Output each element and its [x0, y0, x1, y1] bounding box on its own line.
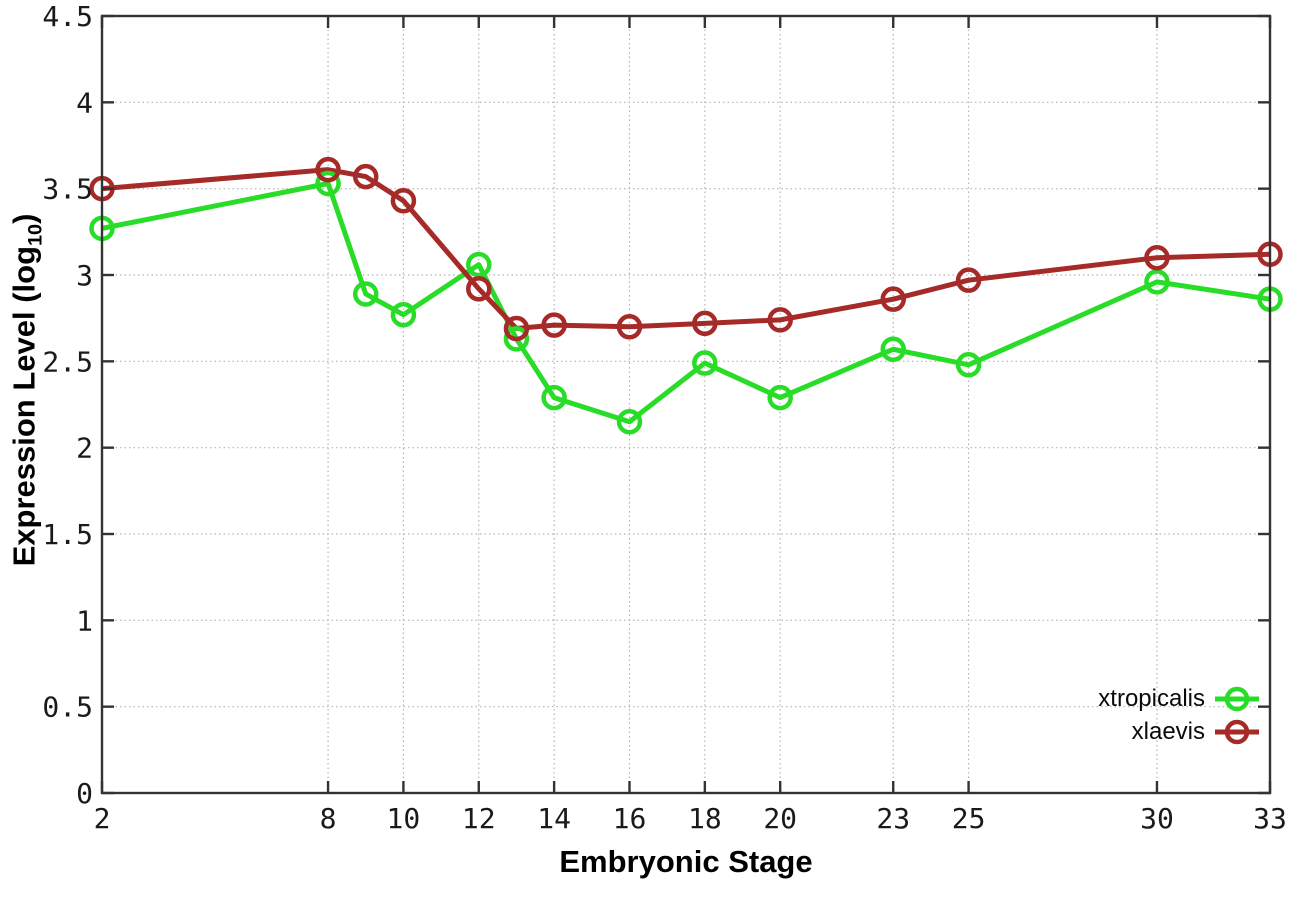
legend-item-xtropicalis: xtropicalis — [1098, 684, 1260, 714]
data-point-marker — [1144, 244, 1170, 271]
y-axis-title-close: ) — [6, 213, 42, 224]
data-point-marker — [315, 156, 341, 183]
y-tick-label: 2.5 — [42, 345, 93, 378]
x-tick-label: 14 — [537, 802, 571, 835]
data-point-marker — [616, 314, 643, 340]
data-point-marker — [616, 409, 643, 435]
x-tick-label: 25 — [952, 802, 986, 835]
y-tick-label: 0 — [76, 777, 93, 810]
tick-labels: 2 8 10 12 14 16 18 20 23 25 30 33 0 0.5 1 1.5 2 2.5 3 3.5 4 4… — [42, 0, 1286, 835]
x-axis-title: Embryonic Stage — [559, 844, 813, 879]
series-line-xtropicalis — [101, 180, 1271, 425]
data-point-marker — [1144, 269, 1170, 295]
y-axis-title-subscript: 10 — [24, 223, 47, 246]
legend-label: xtropicalis — [1098, 685, 1205, 712]
series-xtropicalis — [101, 180, 1271, 425]
data-point-marker — [955, 267, 982, 293]
y-tick-label: 1 — [76, 604, 93, 637]
x-tick-label: 23 — [876, 802, 910, 835]
data-point-marker — [503, 315, 530, 342]
legend-item-xlaevis: xlaevis — [1098, 717, 1260, 747]
x-tick-label: 16 — [613, 802, 647, 835]
plot-border — [100, 14, 1272, 795]
y-tick-label: 3 — [76, 259, 93, 292]
x-tick-label: 33 — [1253, 802, 1287, 835]
data-point-marker — [315, 170, 341, 197]
data-point-marker — [352, 281, 379, 307]
x-tick-label: 18 — [688, 802, 722, 835]
x-tick-label: 20 — [763, 802, 797, 835]
data-point-marker — [767, 307, 793, 333]
data-point-marker — [466, 251, 492, 278]
x-tick-label: 8 — [320, 802, 337, 835]
data-point-marker — [466, 276, 492, 302]
y-tick-label: 3.5 — [42, 173, 93, 206]
y-tick-label: 4.5 — [42, 0, 93, 33]
series-markers-xtropicalis — [89, 170, 1283, 435]
y-tick-label: 4 — [76, 86, 93, 119]
series-line-xlaevis — [101, 167, 1271, 332]
data-point-marker — [541, 312, 567, 338]
series-marker-icon — [1215, 686, 1259, 712]
data-point-marker — [955, 352, 982, 378]
y-tick-label: 1.5 — [42, 518, 93, 551]
x-tick-label: 12 — [462, 802, 496, 835]
series-xlaevis — [101, 167, 1271, 332]
y-tick-label: 2 — [76, 432, 93, 465]
series-markers-xlaevis — [89, 156, 1283, 342]
data-point-marker — [352, 163, 379, 190]
x-tick-label: 30 — [1140, 802, 1174, 835]
legend-circle-icon — [1224, 686, 1250, 712]
data-point-marker — [692, 350, 718, 376]
series-marker-icon — [1215, 719, 1259, 745]
x-tick-label: 2 — [94, 802, 111, 835]
x-tick-label: 10 — [387, 802, 421, 835]
y-tick-label: 0.5 — [42, 691, 93, 724]
data-point-marker — [503, 326, 530, 352]
data-point-marker — [880, 286, 906, 312]
data-point-marker — [880, 336, 906, 362]
data-point-marker — [390, 188, 417, 214]
grid-lines — [102, 16, 1270, 793]
data-point-marker — [767, 384, 793, 411]
legend-circle-icon — [1224, 719, 1250, 745]
axes — [100, 14, 1272, 795]
legend-label: xlaevis — [1131, 718, 1205, 745]
y-axis-title-text: Expression Level (log — [6, 245, 42, 567]
data-point-marker — [390, 301, 417, 328]
legend: xtropicalis xlaevis — [1098, 684, 1260, 747]
data-point-marker — [541, 384, 567, 411]
data-point-marker — [692, 310, 718, 337]
y-axis-title: Expression Level (log10) — [7, 214, 48, 567]
